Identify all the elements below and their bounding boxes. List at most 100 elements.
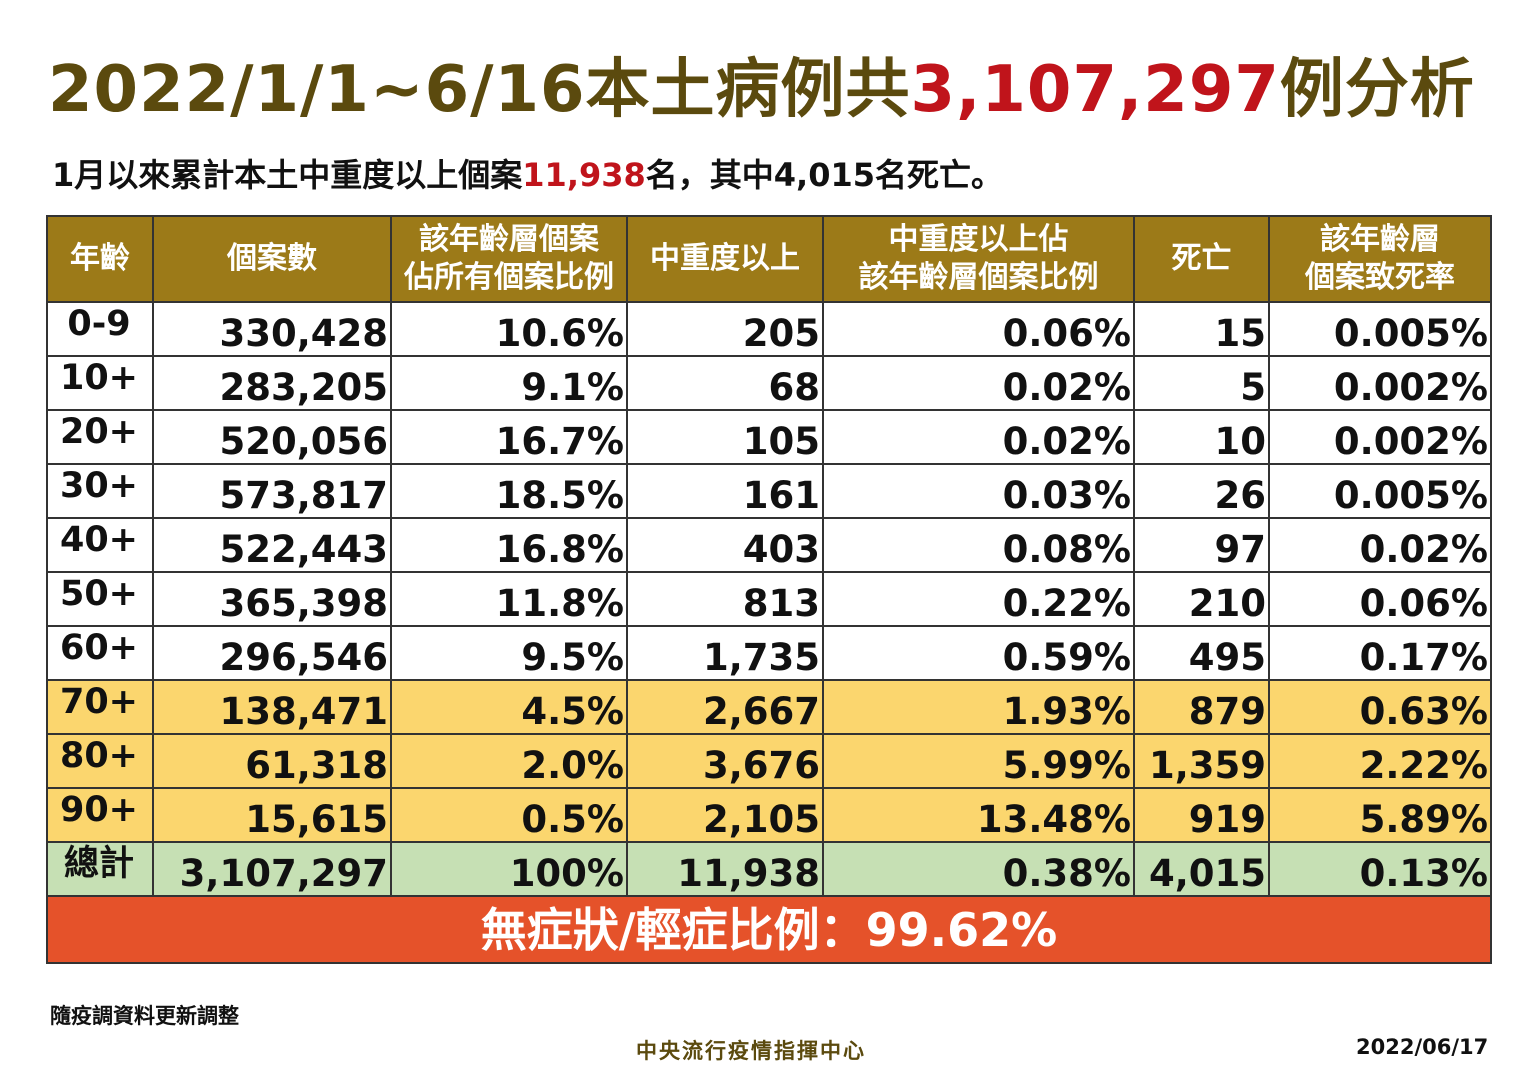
age-cell: 總計: [46, 841, 154, 897]
value-cell: 4.5%: [390, 679, 628, 735]
value-cell: 100%: [390, 841, 628, 897]
header-line: 個案數: [227, 241, 317, 276]
value-cell: 1,735: [626, 625, 824, 681]
summary: 無症狀/輕症比例：99.62%: [46, 895, 1492, 964]
value-cell: 4,015: [1133, 841, 1270, 897]
value-cell: 0.63%: [1268, 679, 1492, 735]
table-row: 總計 3,107,297 100% 11,938 0.38% 4,015 0.13%: [46, 841, 1492, 897]
value-cell: 5: [1133, 355, 1270, 411]
value-cell: 2.22%: [1268, 733, 1492, 789]
value-cell: 5.89%: [1268, 787, 1492, 843]
value-cell: 1.93%: [822, 679, 1135, 735]
value-cell: 10.6%: [390, 301, 628, 357]
value-cell: 9.5%: [390, 625, 628, 681]
value-cell: 296,546: [152, 625, 392, 681]
header-line: 死亡: [1171, 241, 1232, 276]
value-cell: 10: [1133, 409, 1270, 465]
value-cell: 1,359: [1133, 733, 1270, 789]
value-cell: 205: [626, 301, 824, 357]
title-part: 2022/1/1~6/16本土病例共: [48, 53, 911, 127]
age-cell: 60+: [46, 625, 154, 681]
value-cell: 15: [1133, 301, 1270, 357]
value-cell: 0.02%: [822, 409, 1135, 465]
value-cell: 0.5%: [390, 787, 628, 843]
subtitle: 1月以來累計本土中重度以上個案11,938名，其中4,015名死亡。: [52, 150, 1003, 196]
value-cell: 61,318: [152, 733, 392, 789]
value-cell: 0.22%: [822, 571, 1135, 627]
column-header: 該年齡層 個案致死率: [1268, 215, 1492, 303]
data-table: 年齡 個案數 該年齡層個案 佔所有個案比例 中重度以上 中重度以上佔 該年齡層個案比例 死亡 該…: [46, 215, 1492, 964]
value-cell: 283,205: [152, 355, 392, 411]
table-row: 20+ 520,056 16.7% 105 0.02% 10 0.002%: [46, 409, 1492, 465]
header-line: 佔所有個案比例: [404, 260, 614, 295]
value-cell: 0.06%: [1268, 571, 1492, 627]
title-part: 例分析: [1279, 53, 1475, 127]
subtitle-part: 1月以來累計本土中重度以上個案: [52, 156, 523, 194]
value-cell: 522,443: [152, 517, 392, 573]
table-row: 60+ 296,546 9.5% 1,735 0.59% 495 0.17%: [46, 625, 1492, 681]
value-cell: 879: [1133, 679, 1270, 735]
agency: 中央流行疫情指揮中心: [636, 1039, 866, 1063]
header-row: 年齡 個案數 該年齡層個案 佔所有個案比例 中重度以上 中重度以上佔 該年齡層個案比例 死亡 該…: [46, 215, 1492, 303]
header-line: 中重度以上: [650, 241, 800, 276]
table-row: 90+ 15,615 0.5% 2,105 13.48% 919 5.89%: [46, 787, 1492, 843]
table-row: 0-9 330,428 10.6% 205 0.06% 15 0.005%: [46, 301, 1492, 357]
value-cell: 0.005%: [1268, 463, 1492, 519]
date: 2022/06/17: [1356, 1035, 1489, 1059]
value-cell: 495: [1133, 625, 1270, 681]
table-row: 10+ 283,205 9.1% 68 0.02% 5 0.002%: [46, 355, 1492, 411]
column-header: 死亡: [1133, 215, 1270, 303]
column-header: 年齡: [46, 215, 154, 303]
value-cell: 0.005%: [1268, 301, 1492, 357]
value-cell: 520,056: [152, 409, 392, 465]
value-cell: 0.03%: [822, 463, 1135, 519]
value-cell: 0.13%: [1268, 841, 1492, 897]
value-cell: 2.0%: [390, 733, 628, 789]
value-cell: 919: [1133, 787, 1270, 843]
age-cell: 20+: [46, 409, 154, 465]
note: 隨疫調資料更新調整: [50, 1004, 239, 1028]
value-cell: 0.002%: [1268, 409, 1492, 465]
column-header: 個案數: [152, 215, 392, 303]
column-header: 中重度以上佔 該年齡層個案比例: [822, 215, 1135, 303]
value-cell: 97: [1133, 517, 1270, 573]
age-cell: 70+: [46, 679, 154, 735]
value-cell: 0.08%: [822, 517, 1135, 573]
table-row: 50+ 365,398 11.8% 813 0.22% 210 0.06%: [46, 571, 1492, 627]
value-cell: 0.02%: [1268, 517, 1492, 573]
value-cell: 2,105: [626, 787, 824, 843]
value-cell: 16.7%: [390, 409, 628, 465]
value-cell: 0.002%: [1268, 355, 1492, 411]
value-cell: 11.8%: [390, 571, 628, 627]
age-cell: 50+: [46, 571, 154, 627]
header-line: 中重度以上佔: [888, 222, 1069, 257]
value-cell: 13.48%: [822, 787, 1135, 843]
value-cell: 26: [1133, 463, 1270, 519]
subtitle-count: 11,938: [522, 156, 646, 194]
value-cell: 365,398: [152, 571, 392, 627]
age-cell: 30+: [46, 463, 154, 519]
age-cell: 10+: [46, 355, 154, 411]
table-row: 80+ 61,318 2.0% 3,676 5.99% 1,359 2.22%: [46, 733, 1492, 789]
value-cell: 18.5%: [390, 463, 628, 519]
value-cell: 0.06%: [822, 301, 1135, 357]
title-total: 3,107,297: [910, 53, 1280, 127]
value-cell: 3,107,297: [152, 841, 392, 897]
value-cell: 573,817: [152, 463, 392, 519]
age-cell: 80+: [46, 733, 154, 789]
value-cell: 0.38%: [822, 841, 1135, 897]
age-cell: 40+: [46, 517, 154, 573]
column-header: 中重度以上: [626, 215, 824, 303]
age-cell: 90+: [46, 787, 154, 843]
column-header: 該年齡層個案 佔所有個案比例: [390, 215, 628, 303]
table-row: 40+ 522,443 16.8% 403 0.08% 97 0.02%: [46, 517, 1492, 573]
value-cell: 0.02%: [822, 355, 1135, 411]
value-cell: 138,471: [152, 679, 392, 735]
table-row: 70+ 138,471 4.5% 2,667 1.93% 879 0.63%: [46, 679, 1492, 735]
value-cell: 161: [626, 463, 824, 519]
value-cell: 5.99%: [822, 733, 1135, 789]
value-cell: 11,938: [626, 841, 824, 897]
header-line: 年齡: [70, 241, 130, 276]
value-cell: 0.59%: [822, 625, 1135, 681]
